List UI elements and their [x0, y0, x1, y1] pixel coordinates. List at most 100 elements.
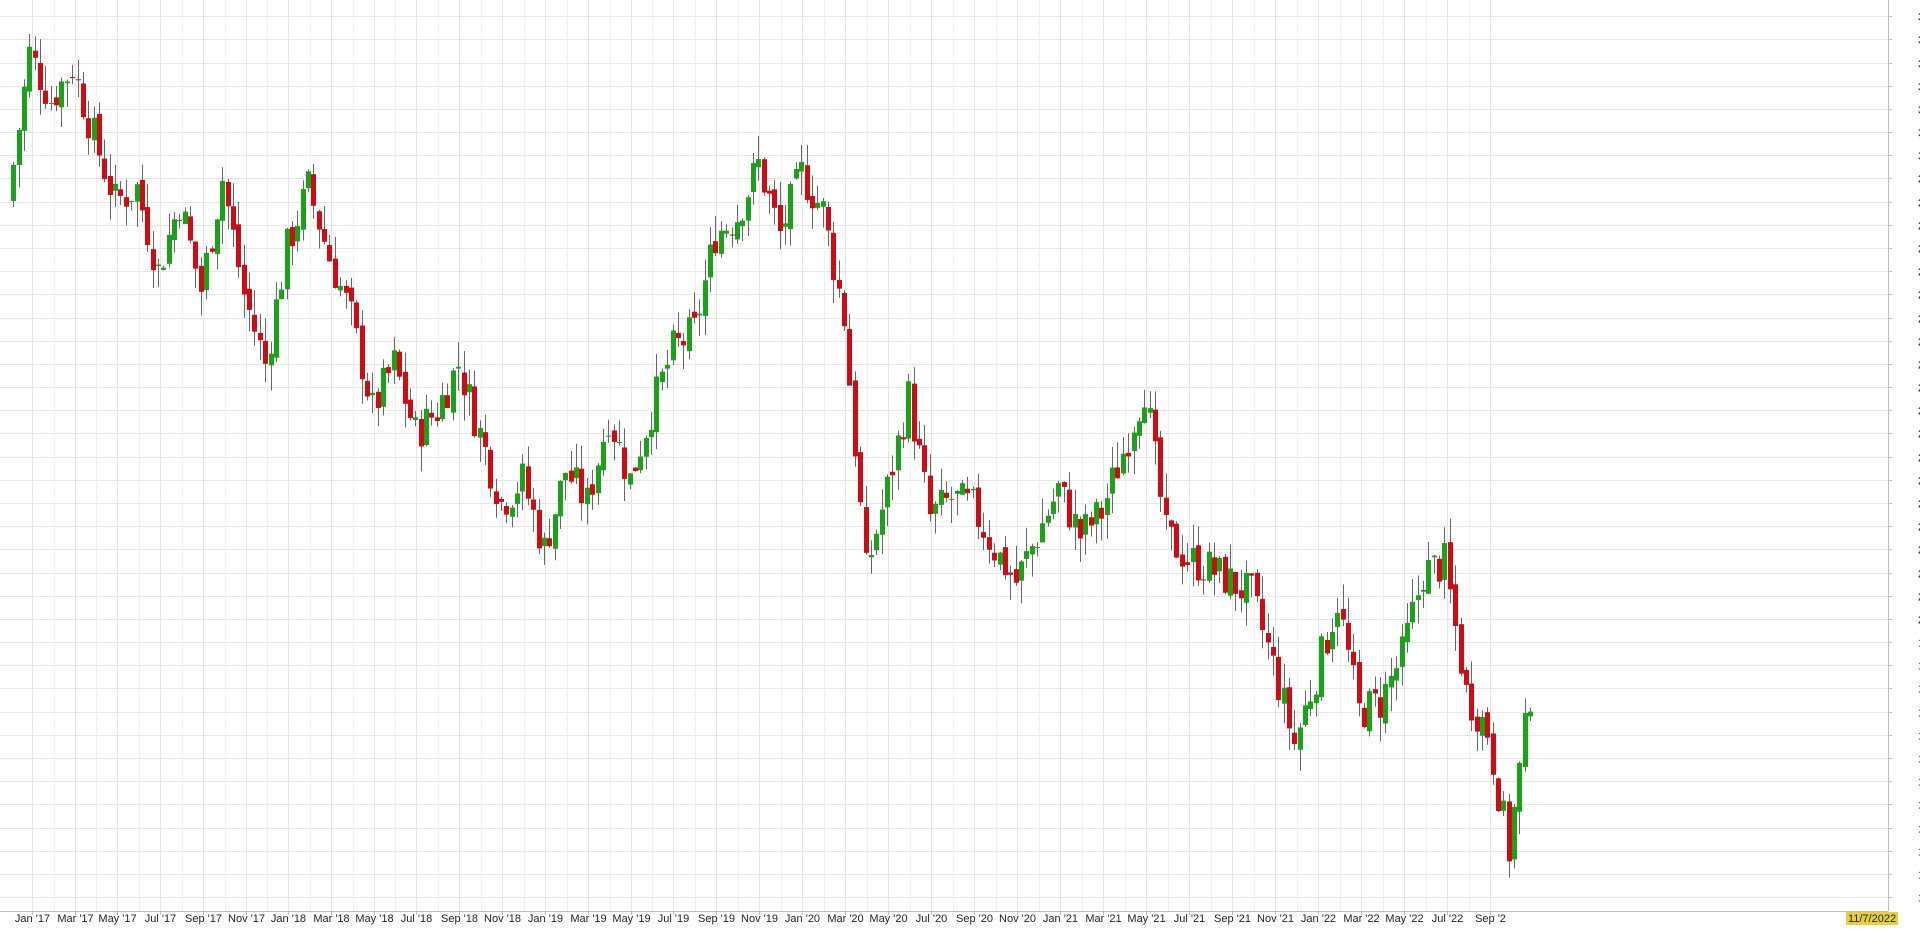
candle-body — [1517, 762, 1522, 812]
candle-body — [472, 386, 477, 437]
candle-body — [912, 383, 917, 442]
x-tick-label: Nov '18 — [484, 913, 521, 925]
candle — [22, 79, 27, 151]
candle — [1378, 677, 1383, 742]
candle — [788, 181, 793, 246]
y-tick-label: 28.50 — [1918, 221, 1920, 233]
candle-body — [815, 202, 820, 208]
candle-body — [499, 498, 504, 502]
candle — [70, 65, 75, 85]
candle — [772, 180, 777, 225]
y-tick-label: 25.50 — [1918, 360, 1920, 372]
candle — [1491, 722, 1496, 785]
candle-body — [1142, 407, 1147, 424]
y-tick-label: 27.50 — [1918, 267, 1920, 279]
candle-body — [338, 285, 343, 291]
x-tick-label: Mar '22 — [1343, 913, 1379, 925]
candle-body — [504, 505, 509, 515]
candle — [1056, 480, 1061, 513]
y-tick-label: 20.00 — [1918, 615, 1920, 627]
candle-body — [1249, 573, 1254, 576]
candle-body — [161, 267, 166, 270]
candle — [542, 532, 547, 565]
x-tick-label: Sep '21 — [1214, 913, 1251, 925]
candle-body — [467, 384, 472, 393]
candle — [783, 204, 788, 245]
y-tick-label: 19.00 — [1918, 661, 1920, 673]
candle-body — [1357, 662, 1362, 704]
candle-body — [65, 81, 70, 84]
candle — [1014, 545, 1019, 586]
candle-body — [971, 488, 976, 491]
candle-body — [585, 487, 590, 505]
x-tick-label: Jan '20 — [785, 913, 820, 925]
candle — [327, 235, 332, 263]
candle — [628, 472, 633, 490]
candle-body — [1453, 584, 1458, 626]
candle-body — [1185, 562, 1190, 565]
candle-body — [1126, 452, 1131, 457]
candle-body — [746, 197, 751, 221]
candle-body — [1137, 421, 1142, 436]
candle — [440, 382, 445, 422]
candle-body — [1158, 437, 1163, 497]
candle — [172, 212, 177, 253]
candle — [290, 221, 295, 266]
candle-body — [1260, 598, 1265, 631]
candle — [462, 351, 467, 421]
candle-body — [735, 222, 740, 240]
candle — [311, 163, 316, 219]
candle — [295, 210, 300, 252]
candle-body — [558, 480, 563, 517]
candle — [269, 341, 274, 391]
x-tick-label: Mar '21 — [1085, 913, 1121, 925]
candle-body — [992, 552, 997, 561]
candle-body — [1110, 467, 1115, 494]
y-tick-label: 21.50 — [1918, 545, 1920, 557]
candle — [263, 318, 268, 383]
candle — [1260, 576, 1265, 649]
candle-body — [1523, 712, 1528, 767]
candle-body — [1067, 489, 1072, 528]
candle-body — [740, 220, 745, 227]
candle-body — [751, 163, 756, 193]
candle-body — [1362, 707, 1367, 728]
candle-body — [874, 533, 879, 551]
candle — [949, 486, 954, 524]
candle — [671, 324, 676, 365]
candle-body — [976, 487, 981, 527]
candle — [767, 185, 772, 214]
candle — [569, 451, 574, 484]
candle-body — [1266, 633, 1271, 643]
candle — [386, 363, 391, 384]
candle-body — [311, 174, 316, 206]
candle — [1437, 555, 1442, 589]
candle-body — [1073, 514, 1078, 528]
candle — [740, 218, 745, 242]
candle — [531, 487, 536, 532]
candle-body — [1115, 467, 1120, 479]
y-tick-label: 25.00 — [1918, 383, 1920, 395]
candle-body — [1035, 547, 1040, 549]
candle-body — [360, 325, 365, 380]
candle-body — [633, 467, 638, 472]
candle-body — [847, 328, 852, 386]
current-date-marker: 11/7/2022 — [1846, 912, 1898, 925]
candle-body — [665, 364, 670, 369]
candle-body — [719, 230, 724, 254]
candle — [59, 77, 64, 127]
y-tick-label: 30.50 — [1918, 128, 1920, 140]
candle — [687, 309, 692, 360]
candle-body — [483, 432, 488, 447]
candle — [612, 424, 617, 461]
candle-body — [199, 265, 204, 292]
candle-body — [295, 226, 300, 242]
candle — [1249, 572, 1254, 598]
candle-body — [1442, 543, 1447, 580]
y-tick-label: 18.00 — [1918, 708, 1920, 720]
candle-body — [11, 164, 16, 201]
candle-body — [22, 86, 27, 131]
candle-body — [129, 200, 134, 202]
candle-body — [285, 228, 290, 290]
candle-body — [408, 399, 413, 419]
